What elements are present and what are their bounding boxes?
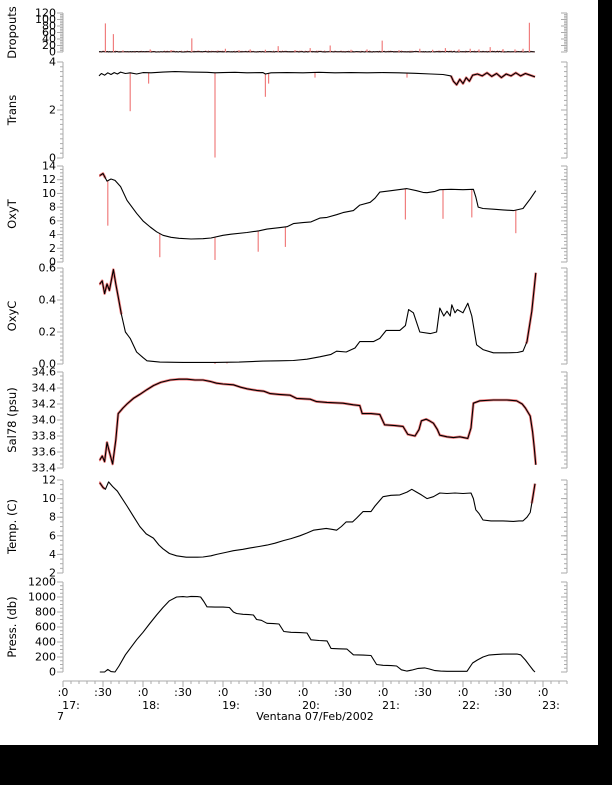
xtick-minute-label: :30 (334, 686, 352, 699)
panel-trans: 0 2 4 Trans (5, 56, 568, 165)
ytick-label-sal78: 34.2 (32, 398, 57, 411)
xtick-hour-label: 20: (302, 699, 320, 712)
xtick-minute-label: :0 (138, 686, 149, 699)
series-temp-line (99, 481, 536, 558)
ytick-label-dropouts: 60 (42, 26, 56, 39)
xtick-minute-label: :30 (174, 686, 192, 699)
panel-temp: 2 4 6 8 10 12 Temp. (C) (5, 474, 568, 580)
ytick-label-press: 400 (35, 636, 56, 649)
xtick-minute-label: :0 (378, 686, 389, 699)
ytick-label-dropouts: 80 (42, 20, 56, 33)
ytick-label-sal78: 33.4 (32, 462, 57, 475)
y-axis-title-sal78: Sal78 (psu) (5, 387, 19, 452)
y-axis-title-press: Press. (db) (5, 596, 19, 657)
ytick-label-oxyt: 10 (42, 187, 56, 200)
xtick-minute-label: :0 (538, 686, 549, 699)
series-press-line (99, 595, 536, 673)
y-axis-title-temp: Temp. (C) (5, 499, 19, 555)
ytick-label-press: 0 (49, 666, 56, 679)
ytick-label-trans: 4 (49, 56, 56, 69)
xtick-hour-label: 22: (462, 699, 480, 712)
ytick-label-sal78: 33.8 (32, 430, 57, 443)
y-axis-title-oxyc: OxyC (5, 301, 19, 332)
ytick-label-press: 600 (35, 621, 56, 634)
ytick-label-oxyt: 4 (49, 228, 56, 241)
ytick-label-dropouts: 40 (42, 33, 56, 46)
ytick-label-oxyt: 12 (42, 173, 56, 186)
ytick-label-dropouts: 0 (49, 46, 56, 59)
ytick-label-oxyc: 0.0 (39, 358, 57, 371)
xtick-hour-label: 17: (62, 699, 80, 712)
ytick-label-press: 1000 (28, 591, 56, 604)
xtick-minute-label: :30 (254, 686, 272, 699)
ytick-label-temp: 2 (49, 567, 56, 580)
series-oxyc-red-shadow (98, 268, 123, 315)
xtick-minute-label: :0 (58, 686, 69, 699)
ytick-label-temp: 10 (42, 492, 56, 505)
xtick-minute-label: :0 (458, 686, 469, 699)
footer-caption: Ventana 07/Feb/2002 (256, 710, 374, 723)
ytick-label-sal78: 34.0 (32, 414, 57, 427)
ytick-label-trans: 0 (49, 152, 56, 165)
xtick-minute-label: :30 (494, 686, 512, 699)
ytick-label-dropouts: 20 (42, 39, 56, 52)
series-oxyt-line (99, 172, 537, 240)
ytick-label-oxyt: 14 (42, 160, 56, 173)
xtick-hour-label: 19: (222, 699, 240, 712)
ytick-label-oxyc: 0.2 (39, 326, 57, 339)
panel-press: 0 200 400 600 800 1000 1200 Press. (db) (5, 576, 568, 679)
ytick-label-oxyt: 0 (49, 256, 56, 269)
footer-page-number: 7 (57, 710, 64, 723)
y-axis-title-dropouts: Dropouts (5, 6, 19, 59)
series-sal78-red-shadow (98, 377, 538, 466)
ytick-label-temp: 4 (49, 548, 56, 561)
xtick-minute-label: :0 (298, 686, 309, 699)
series-oxyc-line (99, 269, 537, 363)
ytick-label-press: 800 (35, 606, 56, 619)
ytick-label-temp: 6 (49, 529, 56, 542)
ytick-label-oxyt: 2 (49, 242, 56, 255)
panel-sal78: 33.4 33.6 33.8 34.0 34.2 34.4 34.6 Sal78 (psu) (5, 366, 568, 475)
ytick-label-oxyt: 6 (49, 214, 56, 227)
y-axis-title-oxyt: OxyT (5, 198, 19, 229)
ytick-label-sal78: 33.6 (32, 446, 57, 459)
y-axis-title-trans: Trans (5, 95, 19, 126)
xtick-minute-label: :30 (414, 686, 432, 699)
ytick-label-dropouts: 120 (35, 7, 56, 20)
ytick-label-press: 1200 (28, 576, 56, 589)
ytick-label-oxyt: 8 (49, 201, 56, 214)
xtick-hour-label: 23: (542, 699, 560, 712)
series-trans-line (98, 71, 536, 86)
ytick-label-oxyc: 0.4 (39, 294, 57, 307)
time-axis: :0:30:0:30:0:30:0:30:0:30:0:30:017: 18: 19… (58, 680, 568, 712)
xtick-minute-label: :30 (94, 686, 112, 699)
xtick-hour-label: 21: (382, 699, 400, 712)
ytick-label-trans: 2 (49, 104, 56, 117)
series-sal78-line (99, 378, 537, 465)
ytick-label-sal78: 34.4 (32, 382, 57, 395)
ytick-label-sal78: 34.6 (32, 366, 57, 379)
ytick-label-press: 200 (35, 651, 56, 664)
ytick-label-dropouts: 100 (35, 13, 56, 26)
panel-oxyc: 0.0 0.2 0.4 0.6 OxyC (5, 262, 568, 371)
xtick-hour-label: 18: (142, 699, 160, 712)
ytick-label-temp: 8 (49, 511, 56, 524)
black-bar-right (598, 0, 612, 746)
ytick-label-oxyc: 0.6 (39, 262, 57, 275)
black-bar-bottom (0, 745, 612, 785)
xtick-minute-label: :0 (218, 686, 229, 699)
ytick-label-temp: 12 (42, 474, 56, 487)
